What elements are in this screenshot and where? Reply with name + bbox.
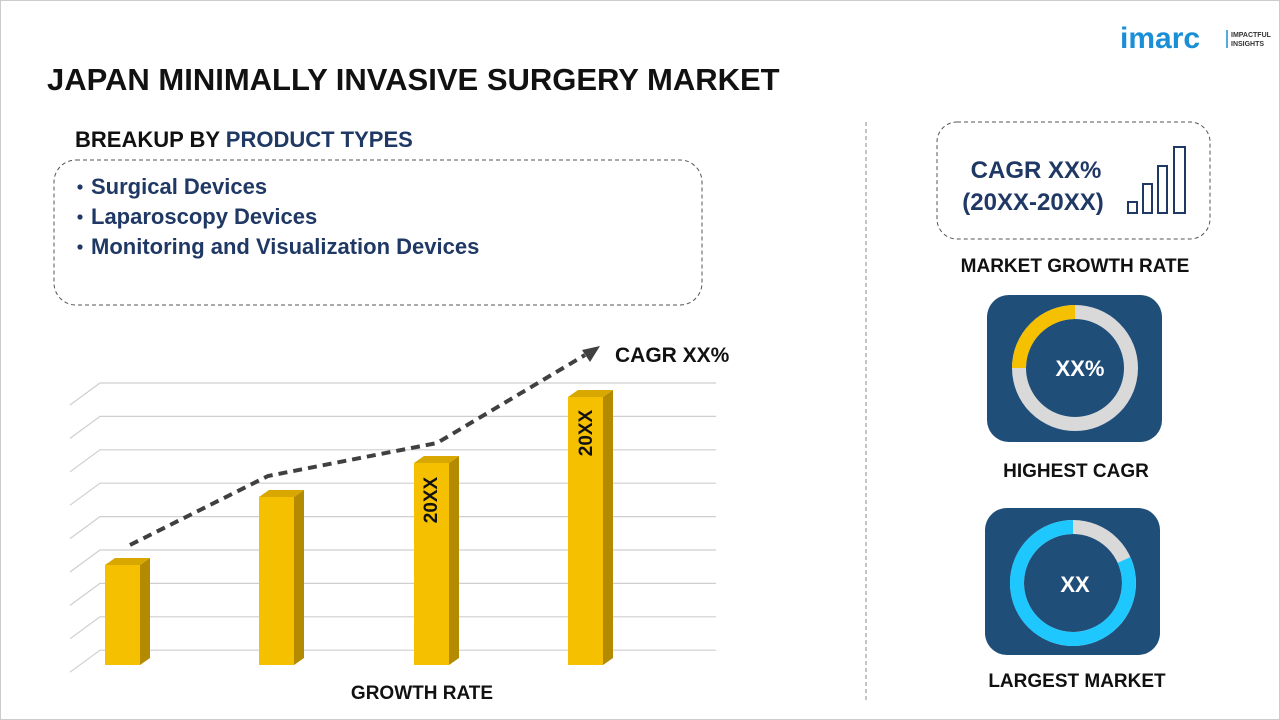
bullet [77, 184, 83, 190]
logo-brand: imarc [1120, 22, 1200, 55]
highest-caption: HIGHEST CAGR [1003, 461, 1149, 482]
cagr-box [936, 121, 1211, 240]
bar-front [105, 565, 140, 665]
title: JAPAN MINIMALLY INVASIVE SURGERY MARKET [47, 62, 780, 97]
grid [69, 382, 716, 673]
bar-label: 20XX [576, 409, 597, 456]
logo-tagline: INSIGHTS [1231, 41, 1264, 48]
bar-top [105, 558, 150, 565]
largest-caption: LARGEST MARKET [988, 671, 1166, 692]
donut-arc [1009, 520, 1136, 646]
bar-label: 20XX [421, 476, 442, 523]
breakup-heading: BREAKUP BY PRODUCT TYPES [75, 127, 413, 152]
cagr-text: CAGR XX% [971, 157, 1102, 184]
grid-line [69, 616, 716, 640]
breakup-box [53, 159, 703, 306]
breakup-list: Surgical Devices Laparoscopy Devices Monit… [77, 174, 479, 259]
grid-line [69, 582, 716, 606]
largest-value: XX [1060, 572, 1090, 597]
grid-line [69, 649, 716, 673]
highest-value: XX% [1056, 356, 1105, 381]
bullet [77, 244, 83, 250]
bar-side [449, 456, 459, 665]
donut-arc [1012, 305, 1076, 369]
list-item: Surgical Devices [91, 174, 267, 199]
arrow-head [582, 346, 600, 362]
cagr-period: (20XX-20XX) [962, 189, 1103, 216]
growth-caption: MARKET GROWTH RATE [961, 256, 1190, 277]
bar-front [259, 497, 294, 665]
grid-line [69, 449, 716, 473]
bar-top [259, 490, 304, 497]
heading-highlight: PRODUCT TYPES [226, 127, 413, 152]
grid-line [69, 549, 716, 573]
chart-axis-label: GROWTH RATE [351, 683, 493, 704]
bar-top [568, 390, 613, 397]
bar-side [140, 558, 150, 665]
bar-icon [1127, 146, 1186, 214]
grid-line [69, 515, 716, 540]
bar-side [603, 390, 613, 665]
grid-line [69, 415, 716, 439]
grid-line [69, 382, 716, 406]
bar-front [568, 397, 603, 665]
list-item: Laparoscopy Devices [91, 204, 317, 229]
chart-cagr: CAGR XX% [615, 344, 730, 367]
bars: 20XX 20XX [105, 390, 613, 665]
list-item: Monitoring and Visualization Devices [91, 234, 479, 259]
logo-tagline: IMPACTFUL [1231, 32, 1272, 39]
grid-line [69, 482, 716, 506]
bar-top [414, 456, 459, 463]
bullet [77, 214, 83, 220]
heading-prefix: BREAKUP BY [75, 127, 220, 152]
bar-front [414, 463, 449, 665]
bar-side [294, 490, 304, 665]
trend-arrow [129, 353, 587, 547]
